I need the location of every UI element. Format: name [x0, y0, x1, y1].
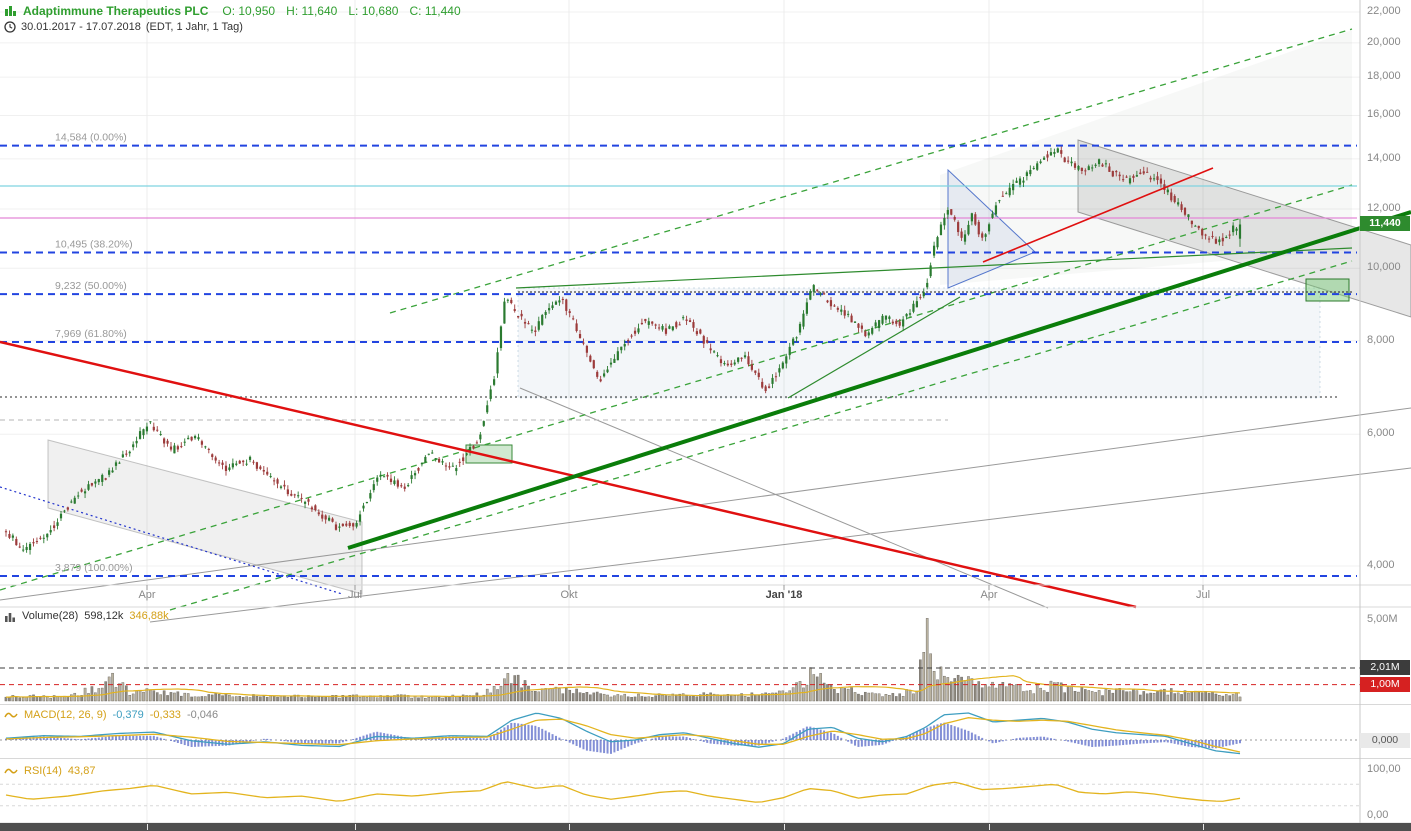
time-tick-label: Apr [138, 589, 156, 601]
rsi-value: 43,87 [67, 765, 96, 777]
scrollbar-tick [147, 824, 148, 830]
time-tick-label: Okt [560, 589, 578, 601]
price-tick-label: 14,000 [1367, 151, 1401, 164]
projection-channel [940, 30, 1352, 285]
scrollbar-tick [355, 824, 356, 830]
price-tick-label: 8,000 [1367, 333, 1395, 346]
date-range-header: 30.01.2017 - 17.07.2018 (EDT, 1 Jahr, 1 … [4, 21, 243, 33]
scrollbar-tick [989, 824, 990, 830]
macd-panel-header: MACD(12, 26, 9) -0,379 -0,333 -0,046 [4, 709, 218, 721]
chart-scrollbar[interactable] [0, 823, 1411, 831]
rsi-series [0, 781, 1360, 807]
fib-label: 14,584 (0.00%) [55, 132, 127, 144]
fibonacci-levels: 14,584 (0.00%) 10,495 (38.20%) 9,232 (50.0… [0, 132, 1357, 577]
scrollbar-tick [569, 824, 570, 830]
timeframe-context: (EDT, 1 Jahr, 1 Tag) [145, 21, 243, 33]
consolidation-zone [517, 287, 1321, 399]
red-short-trendline [982, 167, 1214, 263]
major-red-trendline [0, 340, 1137, 609]
fib-label: 7,969 (61.80%) [55, 328, 127, 340]
rsi-title[interactable]: RSI(14) [24, 765, 62, 777]
instrument-name[interactable]: Adaptimmune Therapeutics PLC [23, 4, 209, 18]
macd-signal-value: -0,333 [149, 709, 181, 721]
major-green-trendline [347, 210, 1411, 550]
price-tick-label: 12,000 [1367, 201, 1401, 214]
volume-low-badge: 1,00M [1360, 677, 1410, 692]
macd-hist-value: -0,046 [186, 709, 219, 721]
rsi-icon [4, 768, 18, 774]
time-tick-label: Apr [980, 589, 998, 601]
green-dashed-lower [169, 260, 1353, 611]
close-value: C: 11,440 [409, 4, 461, 18]
high-value: H: 11,640 [286, 4, 338, 18]
green-target-box [1305, 278, 1350, 302]
price-tick-label: 10,000 [1367, 261, 1401, 274]
volume-panel-header: Volume(28) 598,12k 346,88k [4, 610, 169, 622]
gray-falling [519, 387, 1049, 609]
time-tick-label: Jan '18 [765, 589, 803, 601]
open-value: O: 10,950 [222, 4, 276, 18]
price-tick-label: 4,000 [1367, 559, 1395, 571]
scrollbar-tick [784, 824, 785, 830]
left-gray-channel [47, 439, 363, 595]
volume-ma-value: 346,88k [129, 610, 169, 622]
scrollbar-tick [1203, 824, 1204, 830]
pennant-upper [515, 247, 1353, 289]
volume-icon [5, 612, 15, 622]
instrument-header: Adaptimmune Therapeutics PLC O: 10,950 H… [4, 4, 461, 18]
drawing-areas [47, 30, 1411, 595]
pennant-lower [787, 296, 961, 399]
drawing-lines-under [0, 28, 1411, 623]
low-value: L: 10,680 [348, 4, 399, 18]
rsi-axis-max: 100,00 [1367, 763, 1401, 775]
blue-triangle [947, 168, 1036, 289]
date-range: 30.01.2017 - 17.07.2018 [21, 21, 141, 33]
volume-high-badge: 2,01M [1360, 660, 1410, 675]
fib-label: 10,495 (38.20%) [55, 239, 133, 251]
ohlc-values: O: 10,950 H: 11,640 L: 10,680 C: 11,440 [214, 4, 460, 18]
candles [4, 146, 1242, 555]
macd-icon [4, 712, 18, 718]
volume-axis-max: 5,00M [1367, 613, 1398, 625]
green-dashed-upper [389, 28, 1353, 314]
fib-label: 3,879 (100.00%) [55, 562, 133, 574]
price-tick-label: 20,000 [1367, 35, 1401, 48]
gray-support-2 [149, 467, 1411, 623]
candlestick-icon [5, 6, 16, 16]
time-tick-label: Jul [1195, 589, 1211, 601]
macd-title[interactable]: MACD(12, 26, 9) [24, 709, 107, 721]
price-tick-label: 22,000 [1367, 4, 1401, 17]
macd-series [0, 712, 1360, 755]
price-tick-label: 18,000 [1367, 70, 1401, 83]
time-tick-label: Jul [347, 589, 363, 601]
price-tick-label: 6,000 [1367, 427, 1395, 440]
macd-zero-label: 0,000 [1360, 733, 1410, 748]
volume-value: 598,12k [84, 610, 124, 622]
macd-value: -0,379 [112, 709, 144, 721]
clock-icon [4, 21, 16, 33]
price-tick-label: 16,000 [1367, 108, 1401, 121]
fib-label: 9,232 (50.00%) [55, 280, 127, 292]
volume-title[interactable]: Volume(28) [22, 610, 79, 622]
rsi-axis-min: 0,00 [1367, 809, 1389, 821]
drawing-lines-over [0, 167, 1411, 609]
last-price-badge: 11,440 [1360, 216, 1410, 232]
volume-series [0, 618, 1360, 702]
rsi-panel-header: RSI(14) 43,87 [4, 765, 95, 777]
gray-support-1 [0, 407, 1411, 601]
green-dashed-middle [0, 184, 1353, 591]
